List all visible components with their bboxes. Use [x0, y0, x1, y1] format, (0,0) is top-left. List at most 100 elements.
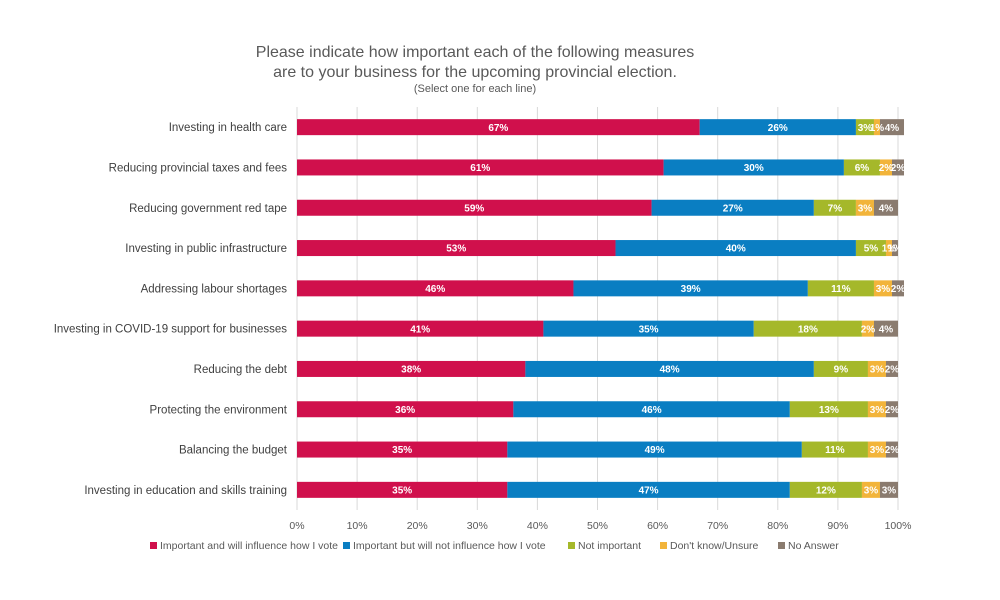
legend-label: Don't know/Unsure	[670, 540, 759, 552]
bar-segment	[297, 199, 652, 216]
bar-segment	[297, 441, 508, 458]
category-label: Reducing government red tape	[129, 203, 287, 215]
x-tick-label: 60%	[647, 520, 668, 532]
bar-segment	[507, 441, 802, 458]
x-tick-label: 30%	[467, 520, 488, 532]
legend-swatch	[778, 542, 785, 549]
x-tick-label: 10%	[347, 520, 368, 532]
x-tick-label: 90%	[827, 520, 848, 532]
data-label: 7%	[828, 203, 843, 214]
x-tick-label: 100%	[885, 520, 912, 532]
data-label: 38%	[401, 365, 421, 376]
bar-segment	[873, 199, 898, 216]
legend-label: Important but will not influence how I v…	[353, 540, 546, 552]
bar-segment	[297, 320, 544, 337]
bar-segment	[885, 441, 898, 458]
data-label: 41%	[410, 324, 430, 335]
category-label: Addressing labour shortages	[141, 283, 288, 295]
bar-segment	[813, 360, 868, 377]
data-label: 3%	[882, 485, 897, 496]
data-label: 3%	[870, 405, 885, 416]
bar-segment	[879, 159, 892, 176]
bar-segment	[789, 481, 862, 498]
data-label: 35%	[392, 445, 412, 456]
data-label: 1%	[888, 244, 903, 255]
data-label: 48%	[660, 365, 680, 376]
bar-segment	[513, 401, 790, 418]
bar-segment	[297, 401, 514, 418]
bar-segment	[297, 119, 700, 136]
data-labels: 67% 26% 3%1% 4%61% 30% 6% 2%2%59% 27% 7% 3% 4%53% 4…	[392, 123, 905, 497]
bar-segment	[855, 119, 874, 136]
data-label: 35%	[639, 324, 659, 335]
bar-segment	[855, 199, 874, 216]
data-label: 30%	[744, 163, 764, 174]
bar-segment	[891, 159, 905, 176]
bar-segment	[885, 360, 898, 377]
bar-segment	[885, 240, 892, 257]
bar-segment	[891, 240, 898, 257]
bar-segment	[885, 401, 898, 418]
bar-segment	[699, 119, 856, 136]
x-tick-label: 40%	[527, 520, 548, 532]
data-label: 3%	[876, 284, 891, 295]
data-label: 36%	[395, 405, 415, 416]
legend-label: Not important	[578, 540, 641, 552]
category-label: Balancing the budget	[179, 445, 288, 457]
category-label: Investing in health care	[169, 122, 287, 134]
data-label: 11%	[831, 284, 851, 295]
chart-subtitle: (Select one for each line)	[414, 83, 536, 95]
category-label: Protecting the environment	[150, 404, 288, 416]
x-tick-label: 0%	[289, 520, 304, 532]
bar-segment	[813, 199, 856, 216]
legend-swatch	[343, 542, 350, 549]
category-labels: Investing in health care Reducing provinc…	[54, 122, 288, 497]
data-label: 53%	[446, 244, 466, 255]
chart-title-line-2: are to your business for the upcoming pr…	[273, 64, 677, 81]
data-label: 61%	[470, 163, 490, 174]
data-label: 3%	[858, 123, 873, 134]
legend-swatch	[660, 542, 667, 549]
bar-segment	[789, 401, 868, 418]
category-label: Investing in education and skills traini…	[84, 485, 287, 497]
legend-label: No Answer	[788, 540, 839, 552]
data-label: 46%	[425, 284, 445, 295]
data-label: 1%	[870, 123, 885, 134]
bar-segment	[663, 159, 844, 176]
x-tick-label: 50%	[587, 520, 608, 532]
data-label: 2%	[861, 324, 876, 335]
bar-segment	[873, 320, 898, 337]
bar-segment	[867, 360, 886, 377]
data-label: 40%	[726, 244, 746, 255]
data-label: 5%	[864, 244, 879, 255]
data-label: 3%	[864, 485, 879, 496]
bar-segment	[615, 240, 856, 257]
data-label: 2%	[879, 163, 894, 174]
data-label: 3%	[870, 445, 885, 456]
bar-segment	[297, 240, 616, 257]
bar-segment	[525, 360, 814, 377]
data-label: 4%	[879, 324, 894, 335]
data-label: 27%	[723, 203, 743, 214]
data-label: 9%	[834, 365, 849, 376]
data-label: 6%	[855, 163, 870, 174]
bar-segment	[801, 441, 868, 458]
data-label: 46%	[642, 405, 662, 416]
bar-segment	[867, 401, 886, 418]
data-label: 49%	[645, 445, 665, 456]
data-label: 3%	[858, 203, 873, 214]
data-label: 3%	[870, 365, 885, 376]
bar-segment	[543, 320, 754, 337]
data-label: 11%	[825, 445, 845, 456]
bar-segment	[297, 280, 574, 297]
bar-segment	[891, 280, 905, 297]
bar-segment	[861, 481, 880, 498]
category-label: Reducing the debt	[194, 364, 288, 376]
data-label: 26%	[768, 123, 788, 134]
data-label: 2%	[885, 405, 900, 416]
bar-segment	[573, 280, 808, 297]
bar-segment	[297, 360, 526, 377]
x-tick-label: 20%	[407, 520, 428, 532]
bars	[297, 119, 905, 498]
bar-segment	[651, 199, 814, 216]
